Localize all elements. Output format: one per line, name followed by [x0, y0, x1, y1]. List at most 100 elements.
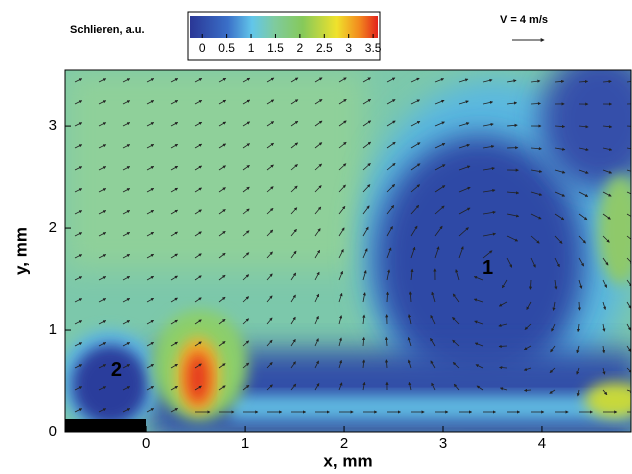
vector-arrow — [98, 210, 107, 215]
vector-arrow — [602, 323, 606, 332]
colorbar-tick-label: 3.5 — [365, 41, 382, 55]
vector-arrow — [74, 78, 83, 83]
vector-arrow — [626, 389, 631, 393]
vector-arrow — [602, 191, 612, 197]
vector-arrow — [242, 230, 250, 237]
vector-arrow — [498, 323, 508, 327]
vector-arrow — [122, 342, 131, 347]
vector-arrow — [523, 345, 532, 351]
vector-arrow — [218, 385, 226, 391]
vector-arrow — [290, 185, 298, 193]
vector-arrow — [502, 279, 508, 289]
vector-arrow — [146, 231, 155, 237]
vector-arrow — [146, 408, 155, 413]
x-tick-label: 2 — [340, 435, 348, 452]
vector-arrow — [362, 226, 369, 237]
vector-arrow — [458, 227, 469, 237]
vector-arrow — [314, 142, 323, 149]
vector-arrow — [146, 78, 155, 83]
vector-arrow — [170, 341, 178, 347]
vector-arrow — [530, 191, 543, 196]
vector-arrow — [122, 188, 131, 193]
vector-arrow — [122, 320, 131, 325]
vector-arrow — [266, 251, 273, 259]
vector-arrow — [554, 257, 560, 268]
vector-arrow — [506, 101, 518, 105]
vector-arrow — [266, 339, 273, 347]
vector-arrow — [122, 210, 131, 215]
vector-arrow — [523, 388, 532, 392]
vector-arrow — [482, 100, 494, 105]
vector-arrow — [386, 120, 396, 127]
annotation: 1 — [482, 257, 493, 279]
vector-arrow — [602, 367, 606, 375]
vector-arrow — [338, 382, 343, 391]
vector-arrow — [552, 301, 556, 311]
vector-arrow — [146, 386, 155, 391]
vector-arrow — [314, 382, 320, 391]
vector-arrow — [626, 257, 631, 265]
vector-arrow — [266, 362, 273, 369]
vector-arrow — [452, 293, 460, 303]
vector-arrow — [386, 269, 391, 281]
vector-arrow — [194, 209, 202, 215]
vector-arrow — [482, 188, 496, 193]
vector-arrow — [146, 319, 155, 325]
vector-arrow — [314, 315, 319, 325]
vector-arrow — [475, 364, 484, 369]
vector-arrow — [476, 385, 484, 391]
vector-arrow — [98, 254, 107, 259]
vector-arrow — [554, 213, 565, 221]
vector-arrow — [74, 232, 83, 237]
vector-arrow — [74, 298, 83, 303]
vector-arrow — [551, 323, 556, 332]
vector-arrow — [362, 292, 366, 303]
vector-arrow — [362, 270, 367, 281]
vector-arrow — [530, 169, 543, 173]
x-tick-label: 3 — [439, 435, 447, 452]
vector-arrow — [473, 276, 484, 281]
vector-arrow — [314, 271, 320, 281]
vector-arrow — [626, 125, 631, 127]
vector-arrow — [98, 364, 107, 369]
vector-arrow — [242, 165, 250, 171]
x-tick-label: 4 — [538, 435, 546, 452]
vector-arrow — [242, 274, 250, 281]
vector-arrow — [550, 345, 556, 353]
vector-scale-label: V = 4 m/s — [500, 14, 548, 26]
vector-arrow — [410, 142, 421, 149]
vector-arrow — [338, 227, 345, 237]
vector-arrow — [290, 99, 299, 105]
vector-arrow — [578, 147, 589, 152]
vector-arrow — [506, 191, 520, 195]
vector-arrow — [430, 360, 436, 369]
vector-arrow — [338, 292, 343, 303]
vector-arrow — [602, 257, 609, 266]
vector-arrow — [314, 206, 322, 215]
vector-arrow — [266, 121, 275, 127]
vector-arrow — [554, 124, 566, 129]
vector-arrow — [362, 359, 366, 369]
vector-arrow — [242, 252, 250, 259]
vector-arrow — [170, 407, 179, 413]
vector-arrow — [554, 79, 565, 84]
vector-arrow — [626, 169, 631, 172]
colorbar-tick-label: 2 — [297, 41, 304, 55]
vector-arrow — [458, 207, 471, 215]
vector-arrow — [170, 275, 178, 281]
vector-arrow — [506, 235, 519, 242]
vector-arrow — [98, 188, 107, 193]
vector-arrow — [194, 231, 202, 237]
vector-arrow — [266, 273, 273, 281]
vector-arrow — [626, 323, 631, 331]
vector-arrow — [410, 184, 421, 193]
vector-arrow — [74, 320, 83, 325]
vector-arrow — [122, 276, 131, 281]
vector-arrow — [242, 186, 250, 193]
vector-arrow — [410, 268, 414, 281]
vector-arrow — [122, 408, 131, 413]
vector-arrow — [362, 120, 372, 127]
vector-arrow — [266, 295, 273, 303]
vector-arrow — [386, 141, 396, 149]
